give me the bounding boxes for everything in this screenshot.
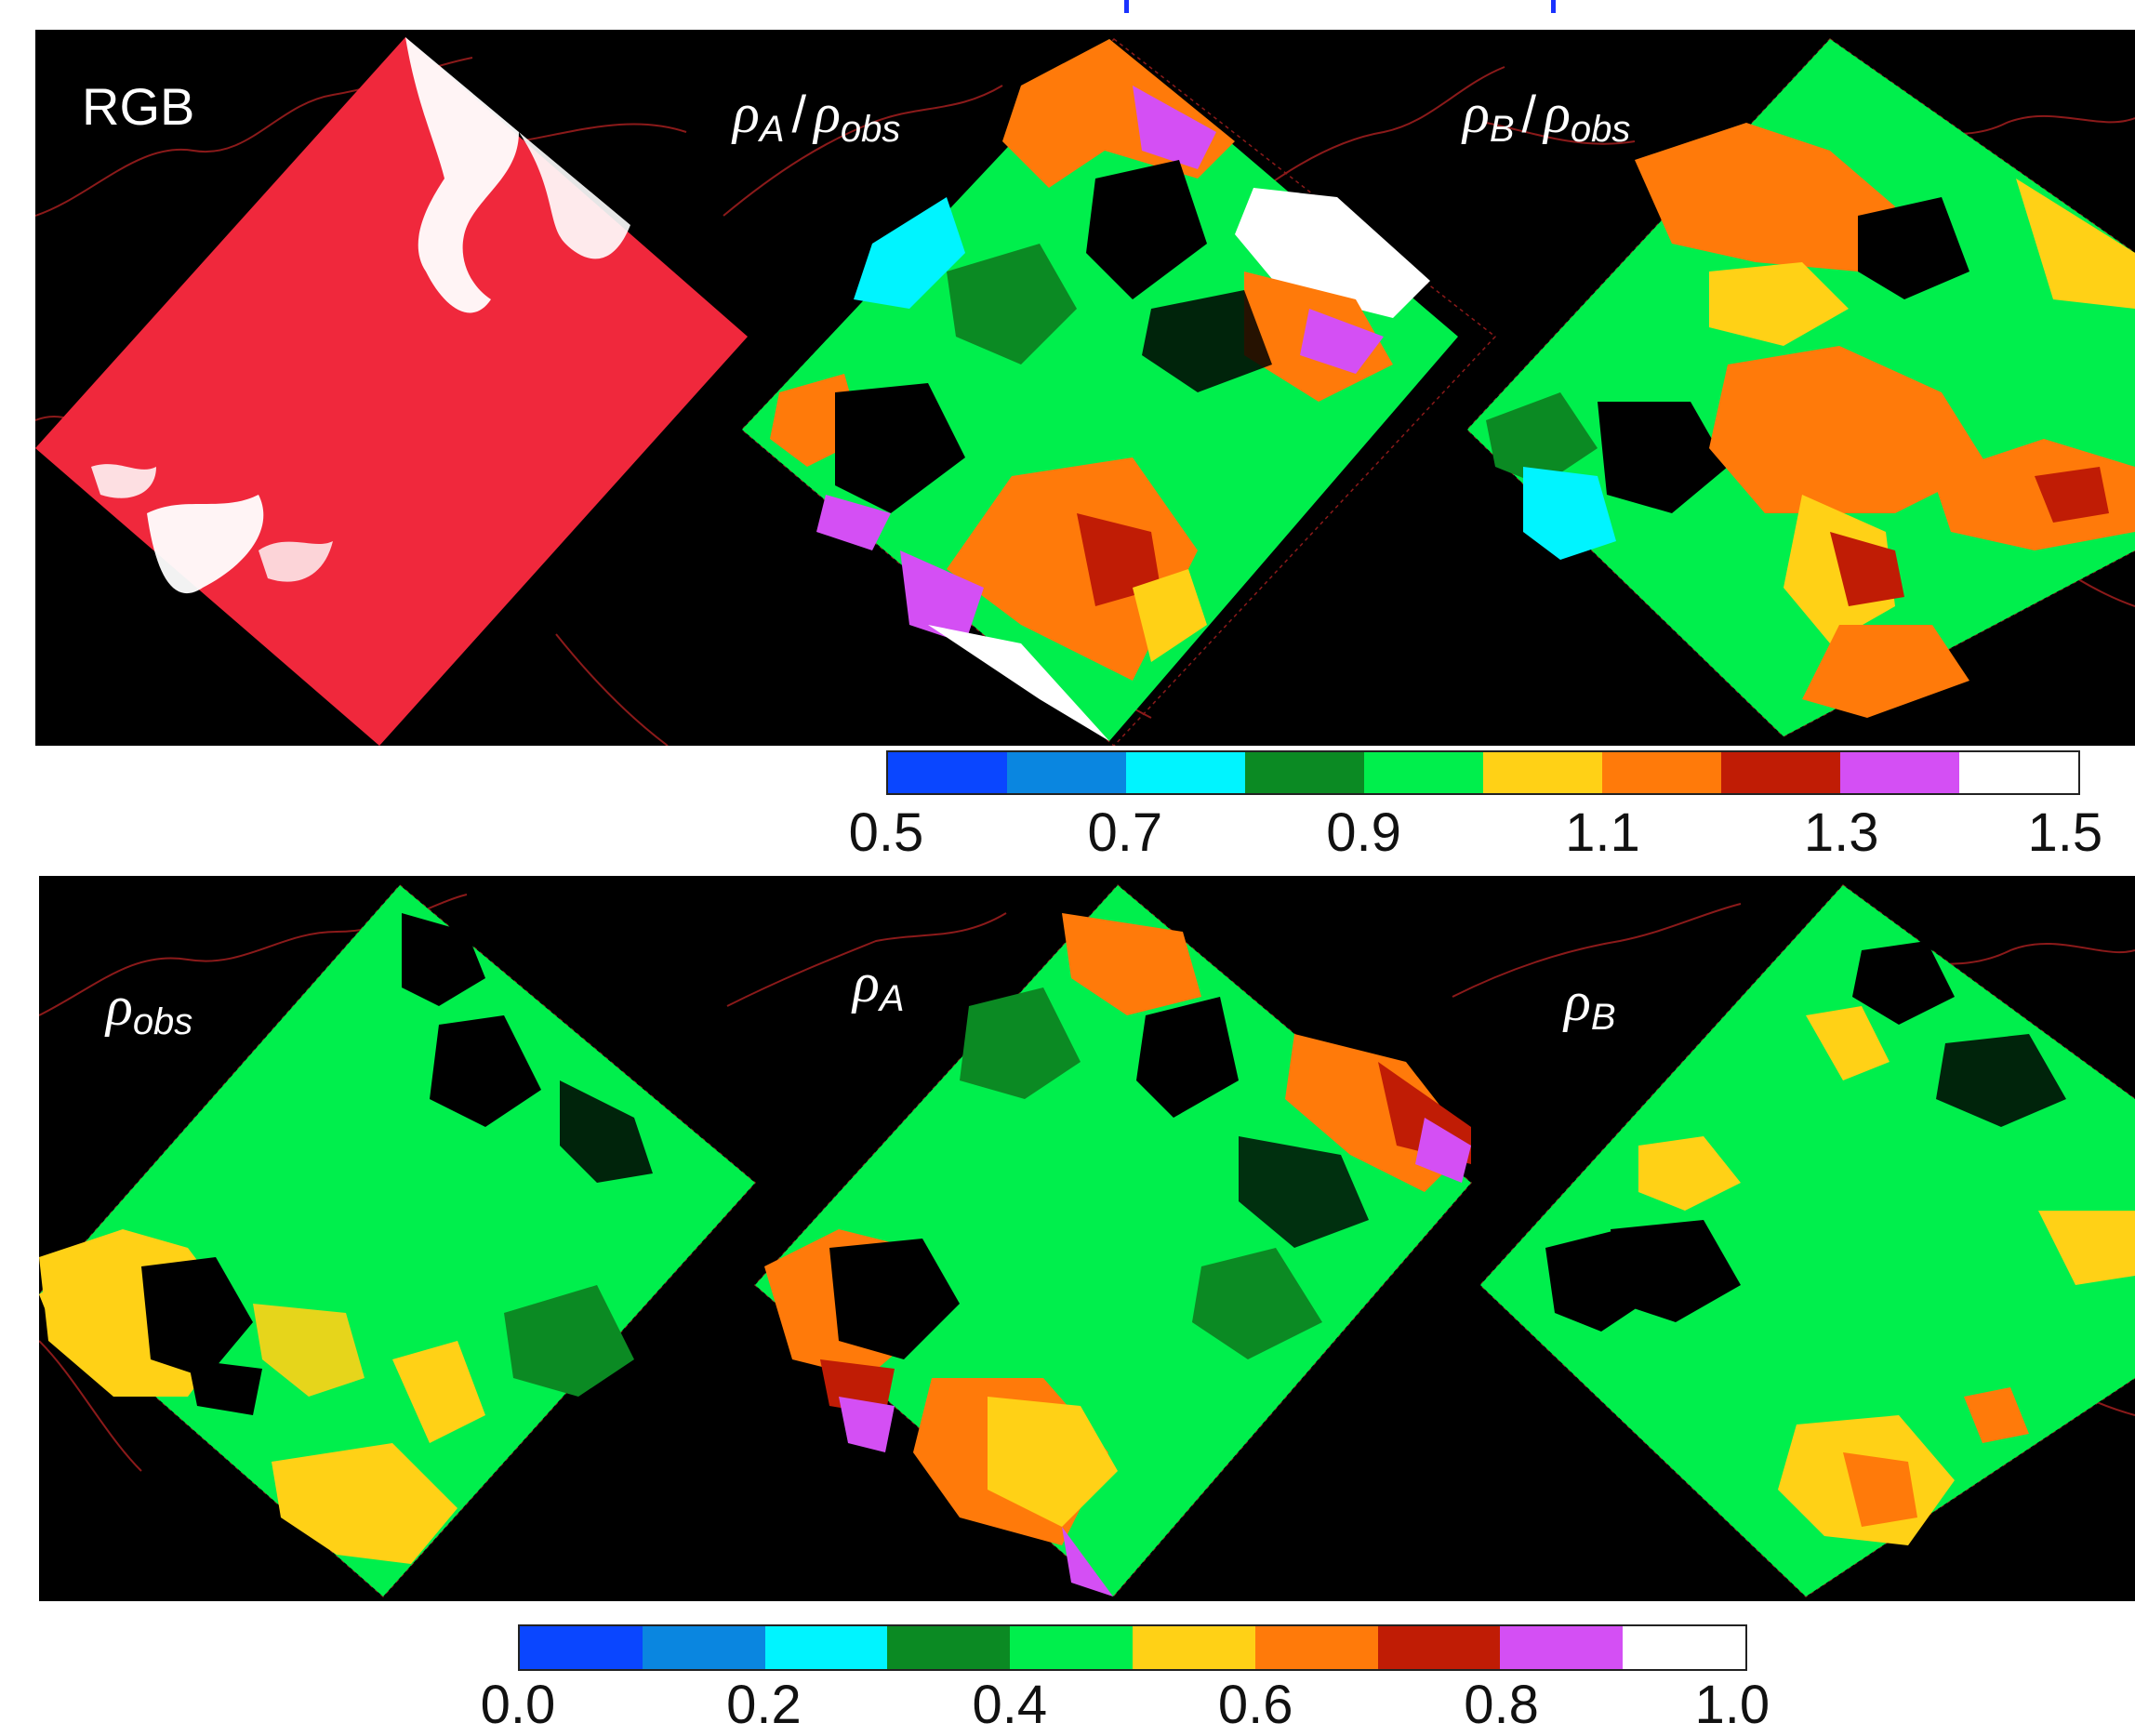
label-rho-a: ρA [853, 955, 905, 1017]
label-ratio-b-num-sym: ρ [1463, 83, 1490, 144]
top-marker-right [1551, 0, 1556, 13]
label-ratio-a: ρA / ρobs [733, 86, 900, 148]
bottom-row-map [39, 883, 2135, 1598]
colorbar-bottom-tick-label: 1.0 [1694, 1675, 1770, 1735]
colorbar-top-tick-label: 1.3 [1803, 802, 1879, 863]
colorbar-bottom-segment [1623, 1626, 1745, 1669]
colorbar-bottom-segment [1254, 1626, 1378, 1669]
colorbar-bottom-segment [642, 1626, 765, 1669]
colorbar-bottom-segment [887, 1626, 1011, 1669]
bottom-panel-row: ρobs ρA ρB [39, 876, 2135, 1601]
colorbar-bottom-segment [1377, 1626, 1501, 1669]
label-ratio-b-slash: / [1521, 85, 1537, 143]
label-ratio-b-den-sym: ρ [1544, 83, 1571, 144]
colorbar-top-segment [1602, 752, 1721, 793]
colorbar-top-segment [1483, 752, 1602, 793]
colorbar-bottom-segment [1132, 1626, 1255, 1669]
label-rho-obs: ρobs [106, 978, 192, 1040]
rho-b-scene [1480, 885, 2135, 1597]
colorbar-top-segment [1007, 752, 1126, 793]
ratio-a-scene [742, 39, 1458, 741]
colorbar-top-ticks: 0.5 0.7 0.9 1.1 1.3 1.5 [849, 802, 2103, 867]
rho-obs-scene [39, 885, 755, 1597]
colorbar-top-segment [1245, 752, 1364, 793]
colorbar-bottom-tick-label: 0.8 [1464, 1675, 1539, 1735]
colorbar-bottom-tick-label: 0.0 [480, 1675, 556, 1735]
label-ratio-b: ρB / ρobs [1463, 86, 1630, 148]
colorbar-top-segment [1721, 752, 1840, 793]
label-rho-a-sym: ρ [853, 952, 880, 1014]
colorbar-bottom-segment [520, 1626, 643, 1669]
label-rgb: RGB [82, 81, 194, 133]
colorbar-bottom [518, 1624, 1747, 1671]
colorbar-top-segment [888, 752, 1007, 793]
label-rho-b-sub: B [1590, 997, 1616, 1038]
label-rho-obs-sub: obs [132, 1001, 193, 1042]
top-panel-row: RGB ρA / ρobs ρB / ρobs [35, 30, 2135, 746]
colorbar-top [886, 750, 2080, 795]
colorbar-bottom-tick-label: 0.6 [1217, 1675, 1293, 1735]
label-rho-b: ρB [1564, 974, 1616, 1036]
colorbar-bottom-segment [764, 1626, 888, 1669]
colorbar-top-segment [1959, 752, 2078, 793]
label-ratio-a-num-sub: A [759, 109, 785, 150]
colorbar-top-tick-label: 0.7 [1087, 802, 1163, 863]
label-ratio-a-num-sym: ρ [733, 83, 760, 144]
colorbar-top-tick-label: 1.1 [1565, 802, 1640, 863]
rho-a-scene [755, 885, 1471, 1597]
colorbar-top-segment [1364, 752, 1483, 793]
colorbar-top-segment [1126, 752, 1245, 793]
label-rho-a-sub: A [879, 978, 905, 1019]
colorbar-top-tick-label: 0.9 [1326, 802, 1401, 863]
label-ratio-a-den-sub: obs [840, 109, 901, 150]
label-rho-obs-sym: ρ [106, 975, 133, 1037]
label-ratio-b-den-sub: obs [1570, 109, 1631, 150]
colorbar-top-tick-label: 0.5 [848, 802, 924, 863]
colorbar-bottom-tick-label: 0.4 [972, 1675, 1048, 1735]
label-ratio-a-den-sym: ρ [814, 83, 841, 144]
colorbar-bottom-ticks: 0.0 0.2 0.4 0.6 0.8 1.0 [481, 1674, 1770, 1735]
colorbar-top-tick-label: 1.5 [2027, 802, 2103, 863]
label-ratio-b-num-sub: B [1489, 109, 1515, 150]
rgb-scene [35, 37, 748, 746]
colorbar-bottom-segment [1010, 1626, 1133, 1669]
label-rho-b-sym: ρ [1564, 971, 1591, 1032]
ratio-b-scene [1467, 39, 2135, 736]
label-ratio-a-slash: / [791, 85, 807, 143]
label-rgb-text: RGB [82, 77, 195, 136]
colorbar-bottom-segment [1500, 1626, 1624, 1669]
colorbar-top-segment [1840, 752, 1959, 793]
top-row-map [35, 37, 2135, 746]
colorbar-bottom-tick-label: 0.2 [726, 1675, 802, 1735]
top-marker-left [1124, 0, 1129, 13]
